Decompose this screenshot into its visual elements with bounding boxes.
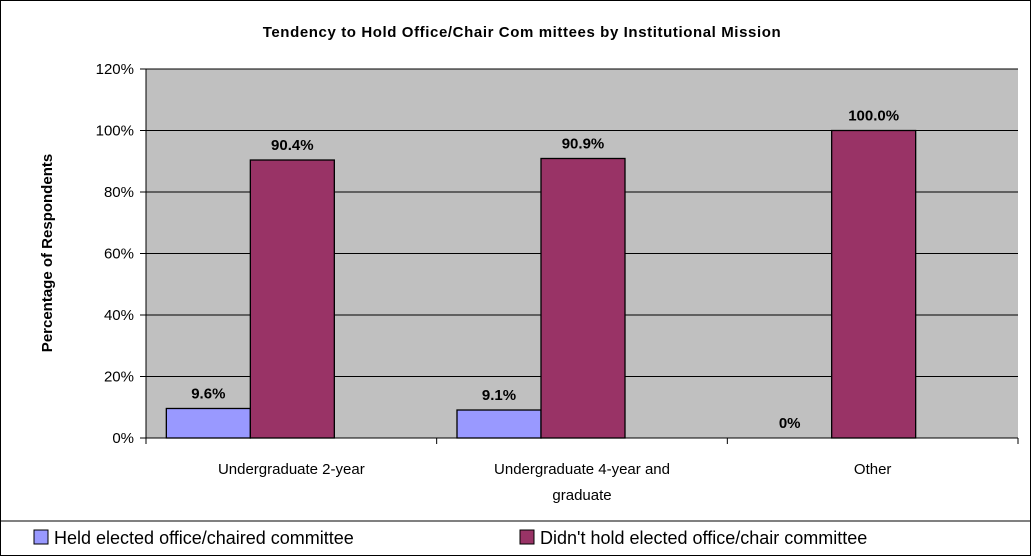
data-label: 100.0% (848, 108, 899, 125)
x-tick-label: Other (854, 461, 892, 478)
legend-swatch (519, 529, 535, 545)
legend-box (0, 520, 1031, 556)
legend: Held elected office/chaired committee Did… (0, 520, 1031, 556)
axes: 0% 20% 40% 60% 80% 100% 120% Undergraduate 2-ye… (96, 61, 1019, 504)
data-label: 0% (779, 415, 801, 432)
data-label: 9.1% (482, 387, 516, 404)
y-tick-label: 20% (104, 369, 134, 386)
y-tick-label: 80% (104, 184, 134, 201)
bar (540, 157, 626, 439)
data-label: 9.6% (191, 385, 225, 402)
legend-label: Held elected office/chaired committee (54, 528, 354, 548)
legend-swatch (33, 529, 49, 545)
bar (165, 407, 251, 439)
legend-label: Didn't hold elected office/chair committ… (540, 528, 867, 548)
bar (456, 409, 542, 439)
data-label: 90.4% (271, 137, 314, 154)
bar (249, 159, 335, 439)
x-tick-label: Undergraduate 4-year and (494, 461, 670, 478)
x-tick-label: graduate (552, 487, 611, 504)
x-tick-label: Undergraduate 2-year (218, 461, 365, 478)
y-tick-label: 60% (104, 246, 134, 263)
y-tick-label: 40% (104, 307, 134, 324)
data-label: 90.9% (562, 135, 605, 152)
chart-title: Tendency to Hold Office/Chair Com mittee… (263, 24, 782, 41)
y-axis-title: Percentage of Respondents (39, 154, 56, 352)
y-tick-label: 0% (112, 430, 134, 447)
data-labels: 9.6% 9.1% 0% 90.4% 90.9% 100.0% (191, 108, 899, 433)
y-tick-label: 100% (96, 123, 134, 140)
bar (831, 129, 917, 439)
y-tick-label: 120% (96, 61, 134, 78)
bars (165, 129, 917, 439)
